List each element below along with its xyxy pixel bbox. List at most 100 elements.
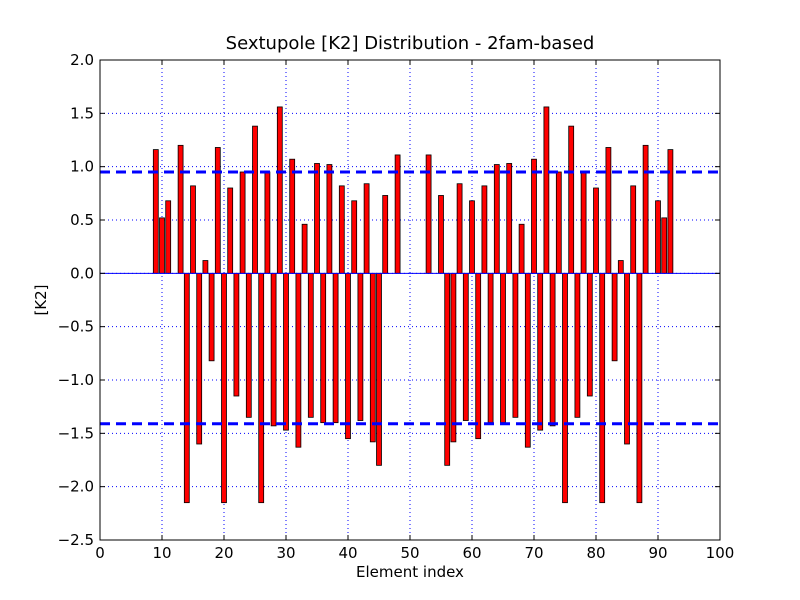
bar [227, 187, 234, 274]
bar [332, 272, 339, 424]
bar [493, 164, 500, 274]
axis-ticks: 0 10 20 30 40 50 60 70 80 90 100 2.0 1.5 1.0 0.5 0.0 −0.… [58, 51, 735, 562]
bar [252, 125, 258, 274]
bar [444, 272, 451, 466]
x-tick-label: 100 [706, 544, 735, 562]
bar [549, 272, 556, 427]
x-tick-label: 10 [152, 544, 171, 562]
bar [320, 272, 327, 424]
bar [655, 200, 661, 274]
y-tick-label: −2.5 [58, 531, 94, 549]
bar [605, 147, 612, 274]
bar [512, 272, 519, 418]
bar [611, 272, 618, 362]
reference-lines-group [100, 170, 720, 426]
bar [357, 272, 364, 421]
bar [624, 272, 630, 445]
bar [264, 171, 271, 274]
bar [283, 272, 289, 431]
bar [196, 272, 203, 445]
bar [475, 272, 482, 440]
y-tick-label: −0.5 [58, 318, 94, 336]
y-tick-label: 0.5 [70, 211, 94, 229]
bar [270, 272, 277, 427]
y-tick-label: 1.0 [70, 158, 94, 176]
bar [369, 272, 376, 443]
bar [667, 149, 674, 274]
bar [580, 171, 587, 274]
x-tick-label: 40 [338, 544, 357, 562]
bar [276, 106, 283, 274]
bar [537, 272, 544, 431]
bar [574, 272, 581, 418]
bar [462, 272, 469, 421]
x-tick-label: 90 [648, 544, 667, 562]
y-tick-label: 0.0 [70, 264, 94, 282]
bar [599, 272, 606, 504]
bar [630, 185, 637, 274]
bar [152, 149, 159, 274]
x-tick-label: 60 [462, 544, 481, 562]
bar [438, 195, 444, 274]
x-tick-label: 0 [95, 544, 105, 562]
bar [363, 183, 370, 274]
bar [258, 272, 265, 504]
bar [295, 272, 302, 448]
bar [636, 272, 643, 504]
x-tick-label: 80 [586, 544, 605, 562]
bar [183, 272, 190, 504]
bar [351, 200, 358, 274]
bar [376, 272, 382, 466]
bar [233, 272, 240, 397]
bar [221, 272, 227, 504]
y-tick-label: −1.0 [58, 371, 94, 389]
bar [568, 125, 575, 274]
x-tick-label: 70 [524, 544, 543, 562]
y-tick-label: −1.5 [58, 424, 94, 442]
bar [202, 260, 209, 274]
bar [531, 158, 537, 274]
bar [307, 272, 314, 418]
bar [481, 185, 488, 274]
bar [450, 272, 457, 443]
bar [214, 147, 221, 274]
bar [500, 272, 506, 424]
bar [190, 185, 196, 274]
bar [586, 272, 593, 397]
bar [469, 200, 475, 274]
bar [301, 223, 308, 274]
y-tick-label: 2.0 [70, 51, 94, 69]
bar [159, 217, 165, 274]
x-tick-label: 50 [400, 544, 419, 562]
bar [345, 272, 351, 440]
chart-title: Sextupole [K2] Distribution - 2fam-based [226, 33, 595, 54]
bar [642, 144, 649, 274]
bar [524, 272, 531, 448]
x-tick-label: 20 [214, 544, 233, 562]
bar [338, 185, 345, 274]
bar [165, 200, 172, 274]
y-tick-label: −2.0 [58, 478, 94, 496]
bar [314, 163, 320, 274]
bar [326, 164, 333, 274]
y-tick-label: 1.5 [70, 104, 94, 122]
x-axis-label: Element index [356, 563, 464, 581]
bar [208, 272, 215, 362]
bar [245, 272, 252, 418]
bar [239, 171, 246, 274]
bar [543, 106, 550, 274]
bar [382, 195, 389, 274]
bar [487, 272, 494, 424]
bar [506, 163, 513, 274]
y-axis-label: [K2] [32, 284, 50, 315]
bar [661, 217, 668, 274]
bar [289, 158, 296, 274]
bar [456, 183, 463, 274]
bar [617, 260, 624, 274]
bar [562, 272, 568, 504]
x-tick-label: 30 [276, 544, 295, 562]
bar [518, 223, 525, 274]
bar [177, 144, 184, 274]
bar [555, 171, 562, 274]
